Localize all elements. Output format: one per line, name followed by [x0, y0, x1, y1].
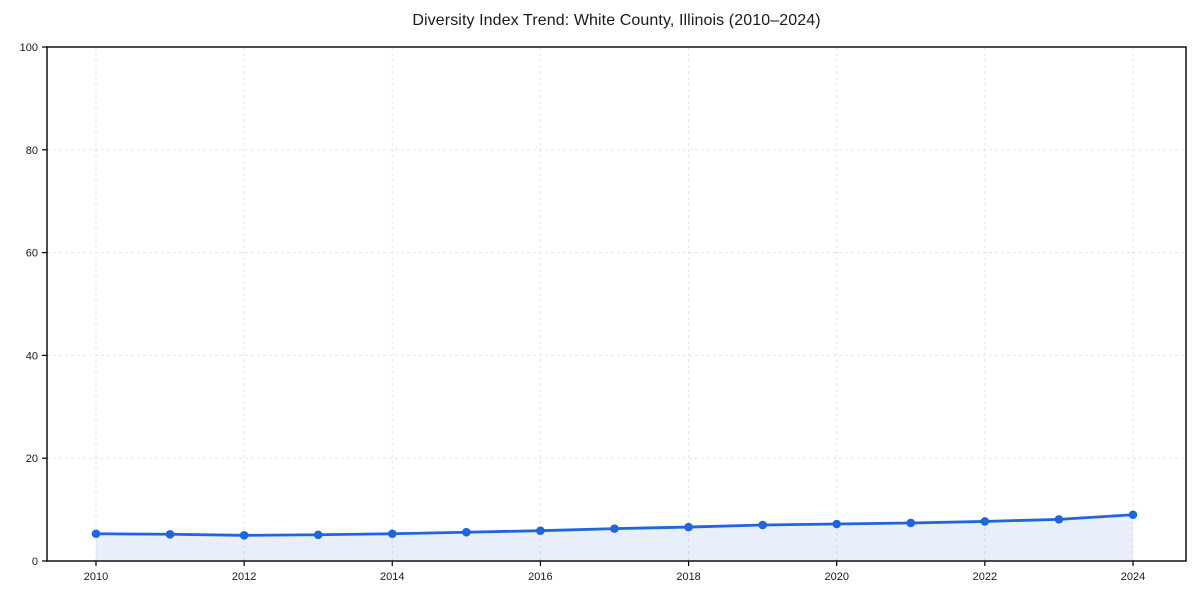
y-tick-label: 100 — [20, 42, 38, 54]
data-point — [832, 519, 842, 529]
x-tick-label: 2014 — [380, 571, 404, 583]
data-point — [980, 517, 990, 526]
chart-title: Diversity Index Trend: White County, Ill… — [412, 12, 821, 29]
data-point — [758, 520, 767, 530]
data-point — [462, 527, 471, 537]
data-point — [536, 526, 545, 535]
y-tick-label: 60 — [26, 248, 38, 260]
data-point — [1128, 510, 1138, 520]
x-tick-label: 2012 — [232, 571, 256, 583]
y-tick-label: 80 — [26, 145, 38, 157]
data-point — [906, 518, 916, 528]
data-point — [165, 529, 175, 539]
y-tick-label: 40 — [26, 350, 38, 362]
y-tick-label: 20 — [26, 453, 38, 465]
data-point — [313, 530, 323, 540]
area-fill — [96, 514, 1133, 561]
data-point — [684, 522, 693, 532]
y-tick-label: 0 — [32, 556, 38, 568]
data-point — [387, 529, 397, 539]
plot-background — [47, 47, 1186, 561]
data-point — [239, 531, 249, 540]
x-tick-label: 2020 — [824, 571, 848, 583]
x-tick-label: 2022 — [973, 571, 997, 583]
x-tick-label: 2010 — [84, 571, 108, 583]
x-tick-label: 2024 — [1121, 571, 1145, 583]
data-point — [91, 529, 101, 539]
x-tick-label: 2016 — [528, 571, 552, 583]
x-tick-label: 2018 — [676, 571, 700, 583]
data-point — [1054, 515, 1064, 524]
data-point — [610, 524, 619, 533]
plot-border — [46, 46, 1187, 562]
